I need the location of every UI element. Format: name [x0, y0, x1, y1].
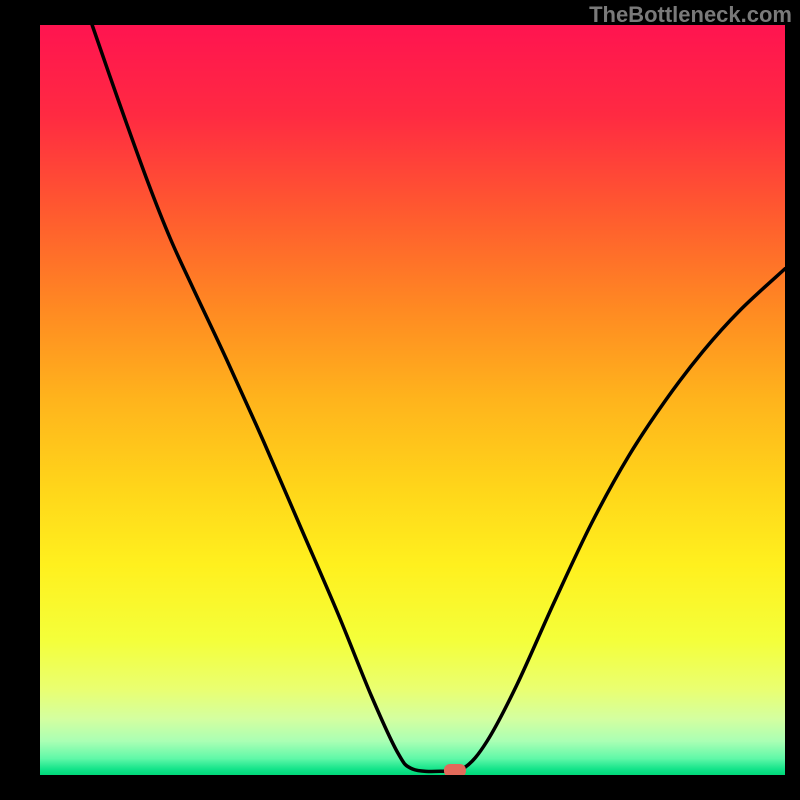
watermark-text: TheBottleneck.com	[589, 2, 792, 28]
frame-right-bar	[785, 0, 800, 800]
gradient-background	[40, 25, 785, 775]
frame-bottom-bar	[0, 775, 800, 800]
frame-left-bar	[0, 0, 40, 800]
bottleneck-chart	[0, 0, 800, 800]
